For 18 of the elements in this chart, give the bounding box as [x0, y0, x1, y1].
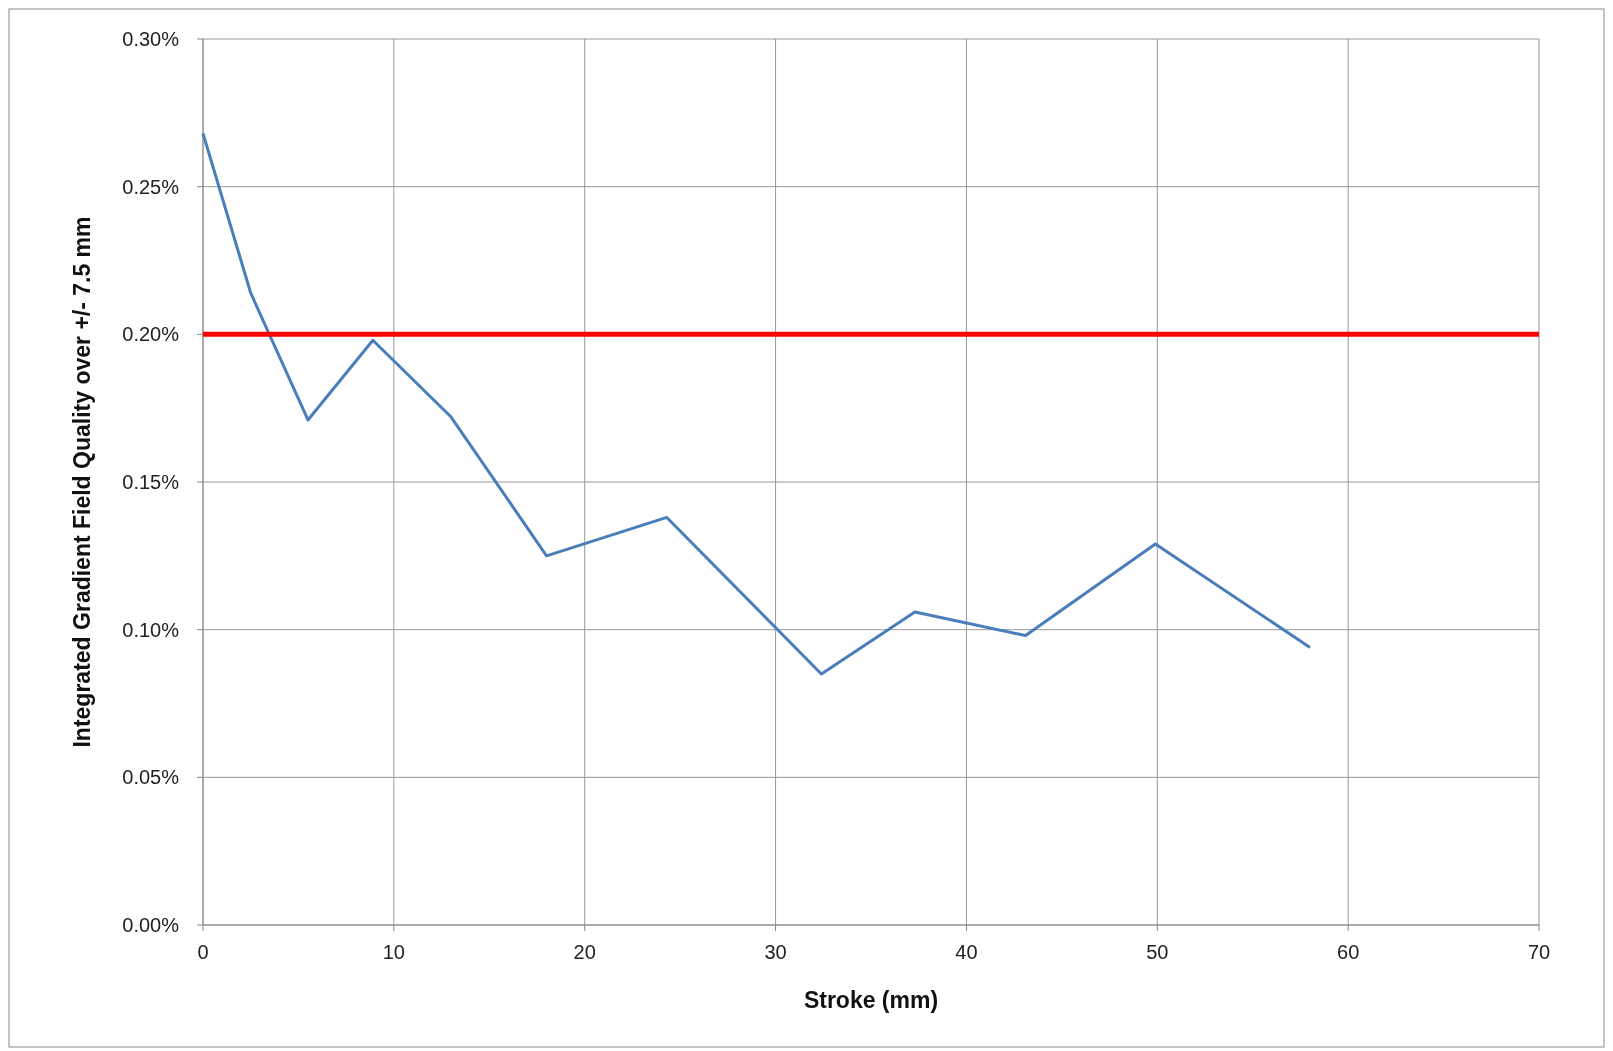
x-tick-label: 0 [197, 941, 209, 963]
y-tick-label: 0.15% [122, 471, 180, 493]
y-tick-label: 0.05% [122, 766, 180, 789]
x-tick-label: 40 [955, 941, 978, 963]
y-axis-title: Integrated Gradient Field Quality over +/- 7.5 mm [69, 216, 95, 748]
x-tick-label: 60 [1337, 941, 1360, 963]
line-series [201, 132, 1312, 676]
x-tick-label: 20 [573, 941, 596, 963]
y-tick-label: 0.10% [122, 618, 180, 641]
y-tick-label: 0.25% [122, 175, 180, 198]
y-tick-label: 0.20% [122, 323, 180, 346]
y-tick-label: 0.00% [122, 914, 180, 936]
y-tick-label: 0.30% [122, 28, 180, 50]
x-tick-label: 70 [1527, 941, 1551, 963]
x-tick-label: 30 [764, 941, 787, 963]
x-tick-label: 50 [1146, 941, 1169, 963]
x-tick-label: 10 [382, 941, 405, 963]
x-axis-title: Stroke (mm) [803, 987, 939, 1013]
